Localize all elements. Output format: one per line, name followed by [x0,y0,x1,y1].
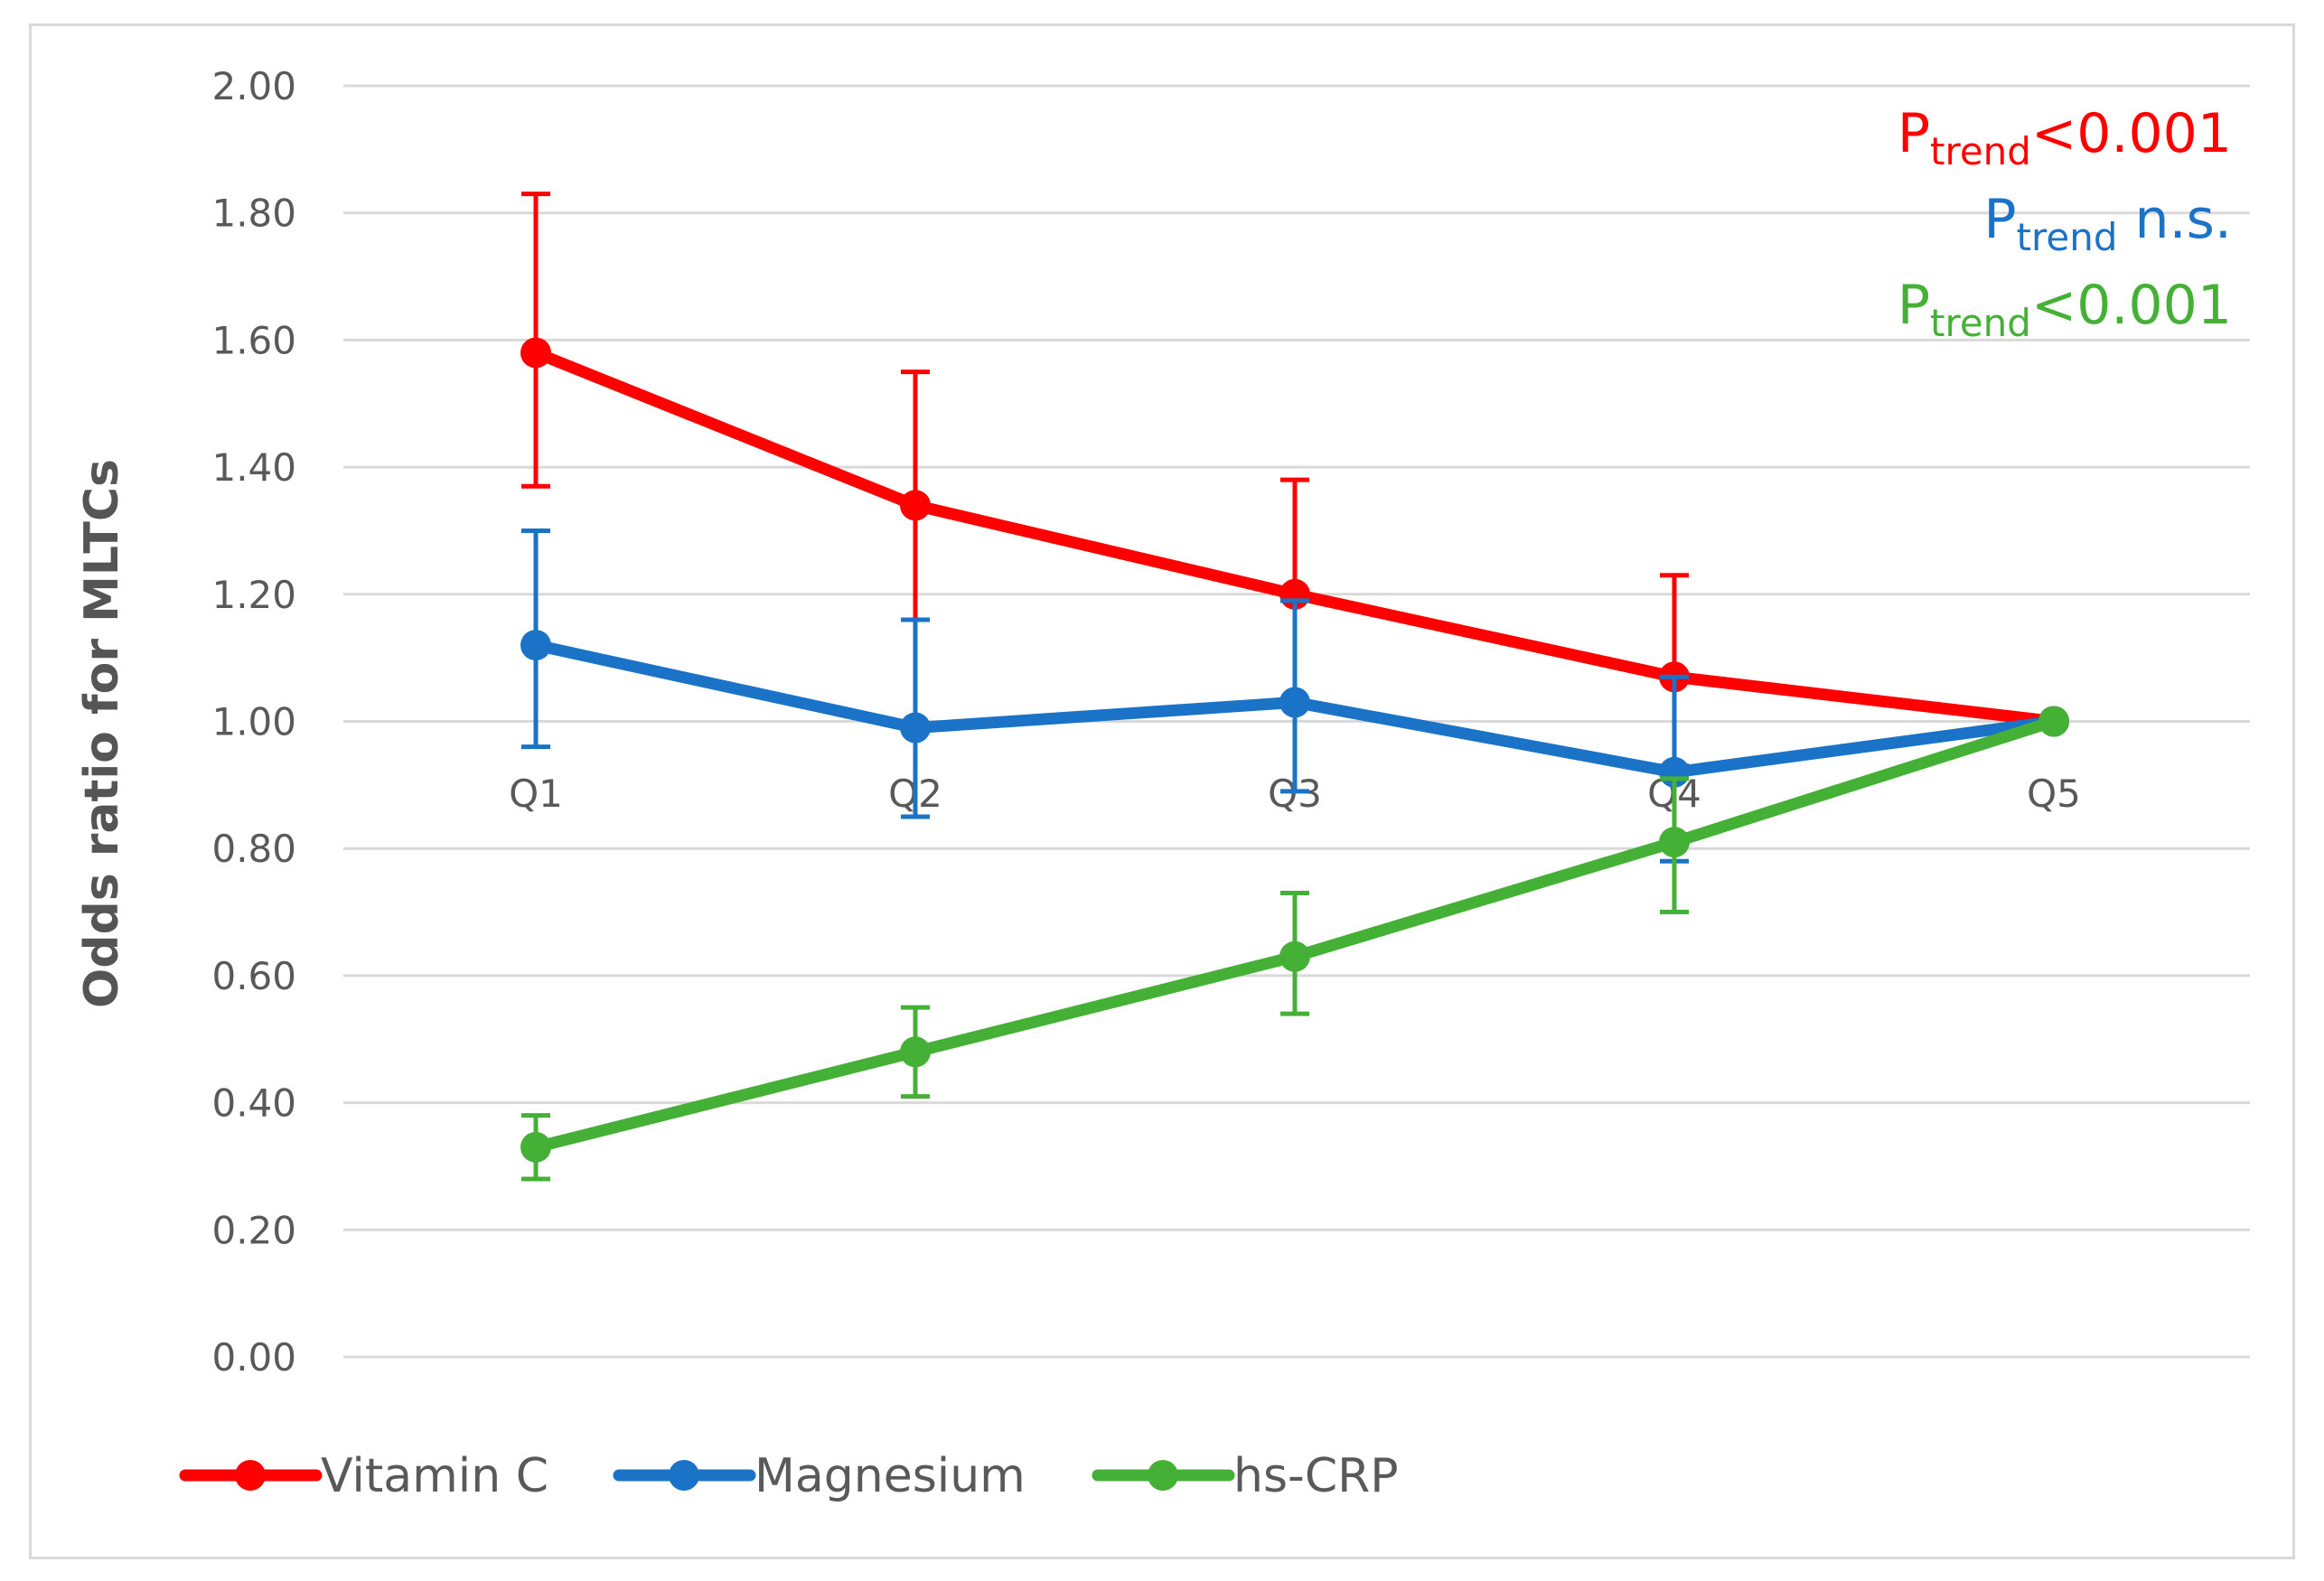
y-tick-label: 2.00 [211,64,296,108]
data-point [900,1036,931,1068]
chart-frame [29,23,2295,1559]
legend-swatch-marker [1148,1460,1178,1491]
data-point [1659,827,1690,858]
legend-label: Vitamin C [321,1449,548,1503]
y-tick-label: 0.80 [211,827,296,871]
x-tick-label: Q1 [509,772,563,816]
y-tick-label: 1.00 [211,700,296,744]
legend-label: hs-CRP [1233,1449,1399,1503]
legend-swatch-marker [669,1460,699,1491]
p-trend-annotation: Ptrend<0.001 [1898,102,2232,173]
legend-swatch-marker [235,1460,266,1491]
data-point [520,337,551,369]
y-tick-label: 1.20 [211,573,296,617]
data-point [900,490,931,521]
y-tick-label: 0.00 [211,1335,296,1380]
p-trend-annotation: Ptrend<0.001 [1898,274,2232,345]
data-point [520,630,551,661]
y-tick-label: 1.40 [211,445,296,490]
y-tick-label: 1.60 [211,318,296,362]
legend: Vitamin C Magnesium hs-CRP [179,1449,1399,1503]
y-axis-ticks: 0.00 0.20 0.40 0.60 0.80 1.00 1.20 1.40 1.60 1.80… [211,64,296,1380]
data-point [1279,940,1310,972]
y-tick-label: 0.60 [211,954,296,998]
legend-label: Magnesium [754,1449,1026,1503]
p-trend-annotations: Ptrend<0.001 Ptrend n.s. Ptrend<0.001 [1898,102,2232,345]
y-tick-label: 0.20 [211,1208,296,1252]
gridlines [343,84,2250,1359]
data-point [900,712,931,744]
y-tick-label: 1.80 [211,192,296,236]
p-trend-annotation: Ptrend n.s. [1983,188,2232,259]
data-point [520,1131,551,1163]
series-layer [520,192,2069,1182]
data-point [1279,687,1310,718]
y-tick-label: 0.40 [211,1081,296,1126]
y-axis-label: Odds ratio for MLTCs [75,459,129,1008]
data-point [2038,706,2069,737]
x-tick-label: Q5 [2027,772,2081,816]
